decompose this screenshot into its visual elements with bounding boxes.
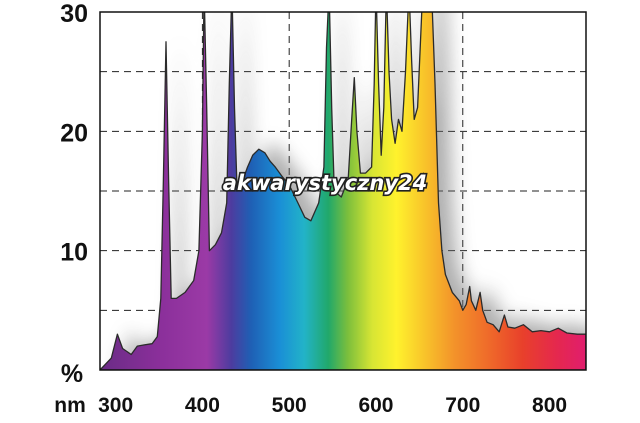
- x-axis-unit: nm: [54, 394, 86, 417]
- x-tick-label: 400: [185, 394, 220, 417]
- x-tick-labels: 300 400 500 600 700 800: [98, 394, 567, 417]
- y-tick-labels: 10 20 30: [60, 0, 88, 267]
- spectrum-curve: [100, 12, 586, 370]
- y-tick-label: 10: [60, 239, 88, 267]
- plot-frame: [99, 11, 587, 371]
- y-axis-unit: %: [61, 360, 83, 388]
- x-tick-label: 700: [445, 394, 480, 417]
- x-tick-label: 600: [358, 394, 393, 417]
- y-tick-label: 20: [60, 119, 88, 147]
- watermark-text: akwarystyczny24: [223, 171, 428, 195]
- x-tick-label: 300: [98, 394, 133, 417]
- y-tick-label: 30: [60, 0, 88, 28]
- x-tick-label: 800: [532, 394, 567, 417]
- x-tick-label: 500: [272, 394, 307, 417]
